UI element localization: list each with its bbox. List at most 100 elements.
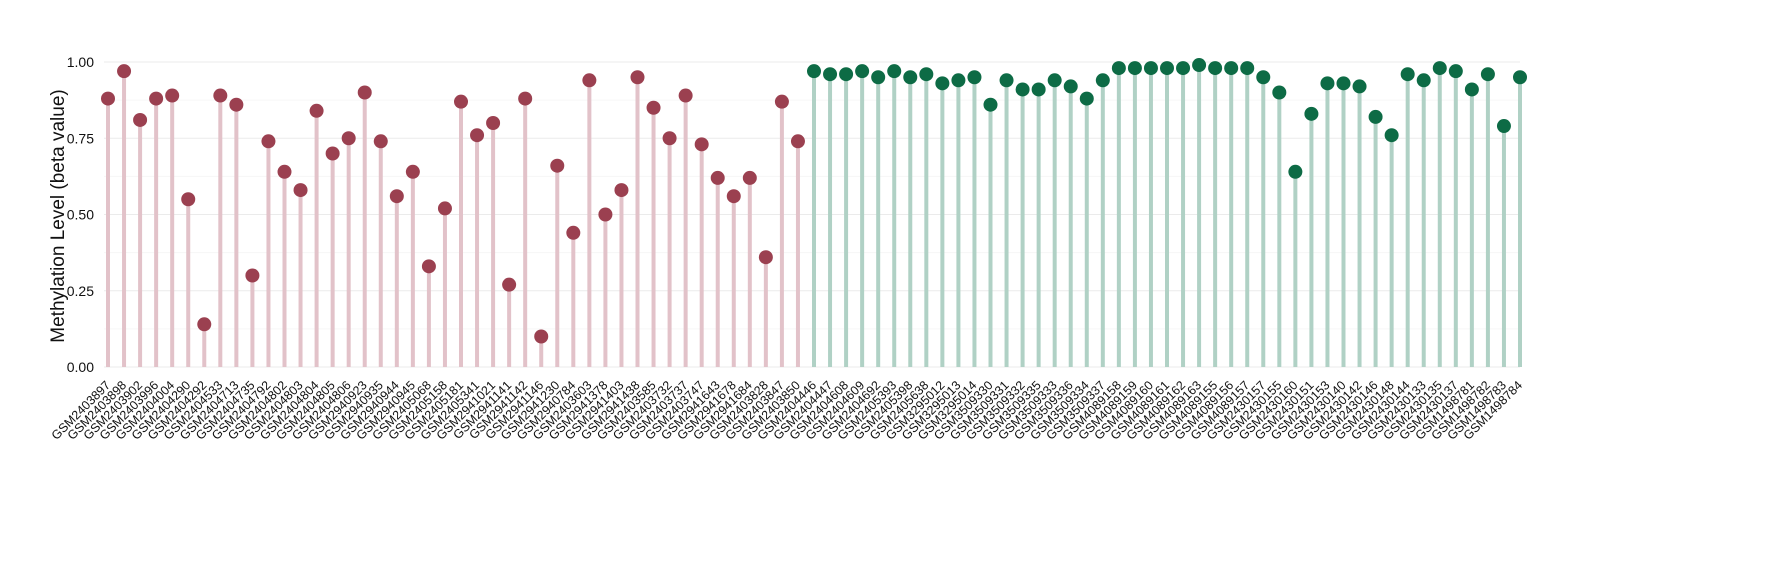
y-tick-label: 0.75: [67, 130, 94, 146]
lollipop-point: [229, 97, 244, 112]
lollipop-point: [309, 103, 324, 118]
y-tick-label: 0.25: [67, 283, 94, 299]
lollipop-point: [1111, 61, 1126, 76]
lollipop-point: [1192, 58, 1207, 73]
lollipop-point: [534, 329, 549, 344]
lollipop-point: [935, 76, 950, 91]
lollipop-point: [742, 170, 757, 185]
lollipop-point: [197, 317, 212, 332]
lollipop-point: [790, 134, 805, 149]
lollipop-point: [694, 137, 709, 152]
lollipop-point: [1063, 79, 1078, 94]
lollipop-point: [550, 158, 565, 173]
lollipop-point: [1176, 61, 1191, 76]
lollipop-point: [1079, 91, 1094, 106]
lollipop-point: [1208, 61, 1223, 76]
lollipop-point: [293, 183, 308, 198]
lollipop-point: [678, 88, 693, 103]
lollipop-point: [807, 64, 821, 79]
lollipop-point: [486, 116, 501, 130]
y-axis-label: Methylation Level (beta value): [48, 89, 69, 342]
lollipop-point: [1416, 73, 1431, 88]
lollipop-point: [325, 146, 340, 161]
lollipop-point: [149, 91, 164, 106]
lollipop-point: [887, 64, 902, 79]
lollipop-point: [999, 73, 1014, 88]
lollipop-point: [470, 128, 485, 143]
lollipop-point: [614, 183, 629, 198]
lollipop-point: [1256, 70, 1271, 85]
lollipop-point: [1448, 64, 1463, 79]
lollipop-point: [839, 67, 854, 82]
lollipop-point: [213, 88, 228, 103]
lollipop-point: [1480, 67, 1495, 82]
lollipop-point: [389, 189, 404, 204]
lollipop-point: [1352, 79, 1367, 94]
lollipop-point: [726, 189, 741, 204]
y-axis-ticks: 0.00 0.25 0.50 0.75 1.00: [67, 54, 94, 375]
lollipop-point: [774, 94, 789, 109]
lollipop-point: [598, 207, 613, 222]
lollipop-point: [1513, 70, 1527, 85]
lollipop-point: [646, 100, 661, 115]
lollipop-point: [758, 250, 773, 265]
lollipop-point: [357, 85, 372, 100]
lollipop-point: [1047, 73, 1062, 88]
lollipop-point: [662, 131, 677, 146]
lollipop-point: [277, 164, 292, 179]
lollipop-point: [117, 64, 132, 79]
lollipop-point: [1015, 82, 1030, 97]
lollipop-point: [1400, 67, 1415, 82]
lollipop-point: [133, 112, 148, 127]
lollipop-point: [582, 73, 597, 88]
lollipop-point: [1320, 76, 1335, 91]
lollipop-point: [502, 277, 517, 292]
lollipop-point: [245, 268, 260, 283]
lollipop-point: [373, 134, 388, 149]
stem-layer: [106, 65, 1522, 367]
lollipop-point: [181, 192, 196, 207]
lollipop-point: [967, 70, 982, 85]
lollipop-point: [1224, 61, 1239, 76]
lollipop-point: [566, 225, 581, 240]
y-tick-label: 0.00: [67, 359, 94, 375]
lollipop-point: [1304, 106, 1319, 121]
lollipop-point: [855, 64, 870, 79]
lollipop-point: [1464, 82, 1479, 97]
lollipop-point: [1240, 61, 1255, 76]
lollipop-point: [983, 97, 998, 112]
lollipop-point: [341, 131, 356, 146]
lollipop-point: [405, 164, 420, 179]
lollipop-point: [518, 91, 533, 106]
lollipop-point: [1095, 73, 1110, 88]
lollipop-point: [630, 70, 645, 85]
y-tick-label: 0.50: [67, 207, 94, 223]
lollipop-point: [454, 94, 468, 109]
lollipop-point: [1384, 128, 1399, 143]
lollipop-point: [1336, 76, 1351, 91]
x-axis-ticks: GSM2403897GSM2403898GSM2403902GSM2403996…: [49, 378, 1525, 442]
lollipop-point: [1272, 85, 1287, 100]
lollipop-point: [1031, 82, 1046, 97]
lollipop-point: [1288, 164, 1303, 179]
lollipop-point: [1127, 61, 1142, 76]
lollipop-point: [919, 67, 934, 82]
lollipop-point: [1143, 61, 1158, 76]
lollipop-point: [261, 134, 276, 149]
lollipop-point: [101, 91, 115, 106]
lollipop-point: [710, 170, 725, 185]
lollipop-point: [421, 259, 436, 274]
y-tick-label: 1.00: [67, 54, 94, 70]
lollipop-point: [1496, 119, 1511, 134]
lollipop-point: [1160, 61, 1174, 76]
lollipop-point: [903, 70, 918, 85]
lollipop-point: [823, 67, 838, 82]
lollipop-point: [871, 70, 886, 85]
lollipop-point: [951, 73, 966, 88]
lollipop-point: [437, 201, 452, 216]
lollipop-point: [1432, 61, 1447, 76]
lollipop-point: [165, 88, 180, 103]
lollipop-point: [1368, 109, 1383, 124]
dot-layer: [101, 58, 1527, 344]
